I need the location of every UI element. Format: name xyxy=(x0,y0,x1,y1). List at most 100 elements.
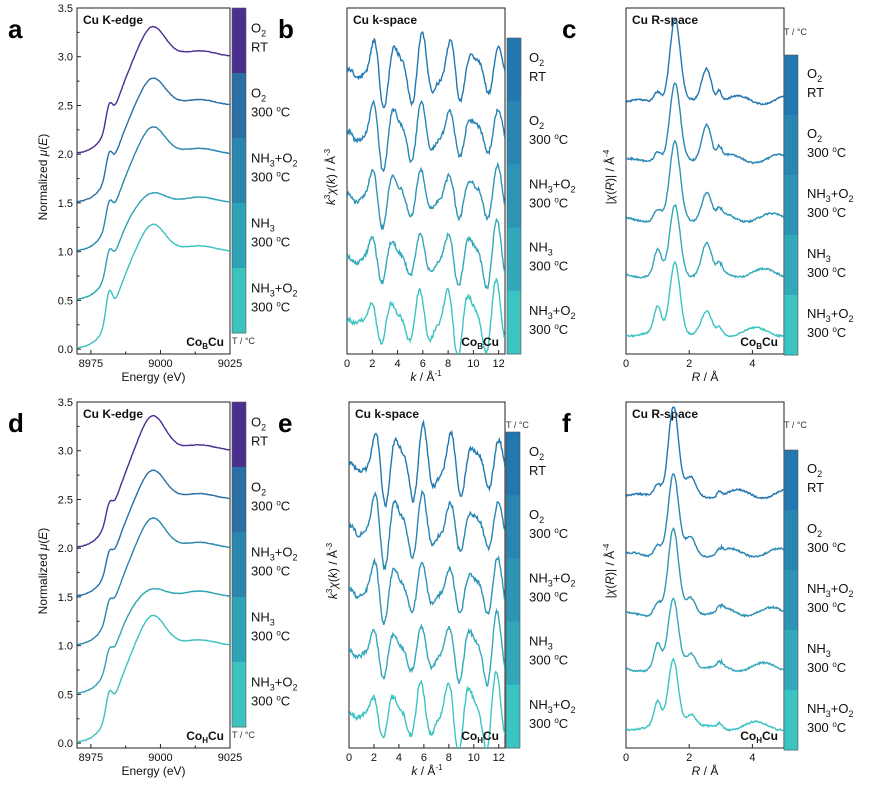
x-tick-label: 2 xyxy=(371,752,377,764)
condition-label-line1: NH3 xyxy=(529,634,553,652)
condition-label-line1: NH3+O2 xyxy=(251,675,298,693)
series-line-2 xyxy=(626,82,784,165)
x-tick-label: 0 xyxy=(623,752,629,764)
condition-label-line2: 300 oC xyxy=(807,325,846,340)
condition-label-line1: NH3+O2 xyxy=(529,697,576,715)
x-tick-label: 8975 xyxy=(79,358,103,370)
x-tick-label: 8975 xyxy=(79,752,103,764)
condition-label-line2: 300 oC xyxy=(529,653,568,668)
condition-label-line1: O2 xyxy=(529,444,544,462)
plot-frame xyxy=(625,7,785,355)
panel-a: a Cu K-edge 8975 9000 9025 Energy (eV) 0.0 0.5 1… xyxy=(8,3,298,384)
series-group xyxy=(347,30,505,354)
y-tick-label: 1.0 xyxy=(58,641,73,653)
y-tick-label: 0.0 xyxy=(58,344,73,356)
series-line-4 xyxy=(347,217,505,291)
series-line-3 xyxy=(77,517,230,646)
condition-label-line1: NH3 xyxy=(807,246,831,264)
series-line-2 xyxy=(349,489,505,571)
colorbar-segment xyxy=(507,101,521,165)
panel-title: Cu R-space xyxy=(632,407,698,421)
condition-label-line1: O2 xyxy=(807,66,822,84)
colorbar-segment xyxy=(232,73,246,139)
y-tick-label: 3.5 xyxy=(58,3,73,15)
y-axis-label: Normalized μ(E) xyxy=(36,528,50,615)
condition-label-line2: 300 oC xyxy=(807,205,846,220)
condition-label-line1: NH3+O2 xyxy=(251,151,298,169)
y-tick-label: 0.5 xyxy=(58,295,73,307)
colorbar-segment xyxy=(232,8,246,74)
panel-c: c Cu R-space 0 2 4 R / Å |χ(R)| / Å-4 CoBCu T / … xyxy=(562,7,854,384)
condition-label-line1: O2 xyxy=(529,50,544,68)
condition-label-line2: 300 oC xyxy=(251,499,290,514)
panel-label-f: f xyxy=(562,408,571,438)
colorbar-segment xyxy=(232,402,246,468)
panel-label-a: a xyxy=(8,14,23,44)
condition-label-line2: 300 oC xyxy=(251,694,290,709)
series-line-5 xyxy=(347,278,505,354)
panel-e: e Cu k-space 0 2 4 6 8 10 12 k / Å-1 k3χ(k) / Å-3 C… xyxy=(278,401,576,778)
colorbar-segment xyxy=(506,621,520,686)
condition-label-line2: 300 oC xyxy=(807,660,846,675)
condition-label-line1: NH3+O2 xyxy=(807,701,854,719)
colorbar-unit: T / °C xyxy=(232,730,255,740)
x-tick-label: 12 xyxy=(493,358,505,370)
colorbar-segment xyxy=(232,532,246,598)
colorbar-segment xyxy=(784,690,798,751)
y-axis-label: k3χ(k) / Å-3 xyxy=(323,148,338,205)
x-tick-label: 2 xyxy=(369,358,375,370)
x-tick-label: 6 xyxy=(421,752,427,764)
x-tick-label: 2 xyxy=(686,752,692,764)
panel-title: Cu R-space xyxy=(632,13,698,27)
condition-label-line2: 300 oC xyxy=(251,105,290,120)
panel-b: b Cu k-space 0 2 4 6 8 10 12 k / Å-1 k3χ(k) / Å-3 C… xyxy=(278,7,576,384)
condition-label-line1: O2 xyxy=(807,461,822,479)
plot-frame xyxy=(76,7,231,355)
y-tick-label: 0.5 xyxy=(58,689,73,701)
x-axis-label: R / Å xyxy=(692,369,719,384)
y-tick-label: 2.5 xyxy=(58,100,73,112)
condition-label-line2: 300 oC xyxy=(529,526,568,541)
colorbar-segment xyxy=(784,570,798,631)
x-tick-label: 8 xyxy=(446,752,452,764)
condition-label-line2: RT xyxy=(807,480,824,495)
condition-label-line1: NH3+O2 xyxy=(807,306,854,324)
condition-label-line1: O2 xyxy=(807,521,822,539)
x-axis-label: R / Å xyxy=(692,763,719,778)
condition-label-line1: NH3 xyxy=(251,610,275,628)
condition-label-line1: NH3 xyxy=(529,240,553,258)
series-line-2 xyxy=(77,77,230,203)
series-line-3 xyxy=(347,161,505,231)
condition-label-line1: NH3+O2 xyxy=(807,186,854,204)
x-tick-label: 10 xyxy=(467,358,479,370)
y-axis-label: k3χ(k) / Å-3 xyxy=(325,542,340,599)
series-group xyxy=(77,25,230,349)
plot-frame xyxy=(625,401,785,749)
sample-label: CoHCu xyxy=(461,729,499,745)
condition-label-line1: NH3+O2 xyxy=(529,570,576,588)
series-line-1 xyxy=(349,419,505,508)
x-tick-label: 9000 xyxy=(148,358,172,370)
panel-label-b: b xyxy=(278,14,294,44)
series-group xyxy=(626,18,784,339)
y-axis-label: Normalized μ(E) xyxy=(36,134,50,221)
panel-label-e: e xyxy=(278,408,292,438)
series-line-4 xyxy=(77,587,230,695)
x-tick-label: 4 xyxy=(749,752,755,764)
plot-frame xyxy=(76,401,231,749)
sample-label: CoBCu xyxy=(186,335,224,351)
colorbar-segment xyxy=(232,467,246,533)
condition-label-line2: 300 oC xyxy=(807,540,846,555)
condition-label-line1: O2 xyxy=(251,86,266,104)
condition-label-line1: O2 xyxy=(251,480,266,498)
x-tick-label: 4 xyxy=(749,358,755,370)
series-line-1 xyxy=(626,406,784,500)
condition-label-line2: 300 oC xyxy=(529,322,568,337)
condition-label-line1: NH3+O2 xyxy=(251,281,298,299)
series-line-5 xyxy=(626,657,784,732)
y-tick-label: 0.0 xyxy=(58,738,73,750)
series-line-5 xyxy=(626,260,784,339)
condition-label-line1: NH3+O2 xyxy=(251,545,298,563)
colorbar-frame xyxy=(505,431,521,749)
colorbar-unit: T / °C xyxy=(784,420,807,430)
